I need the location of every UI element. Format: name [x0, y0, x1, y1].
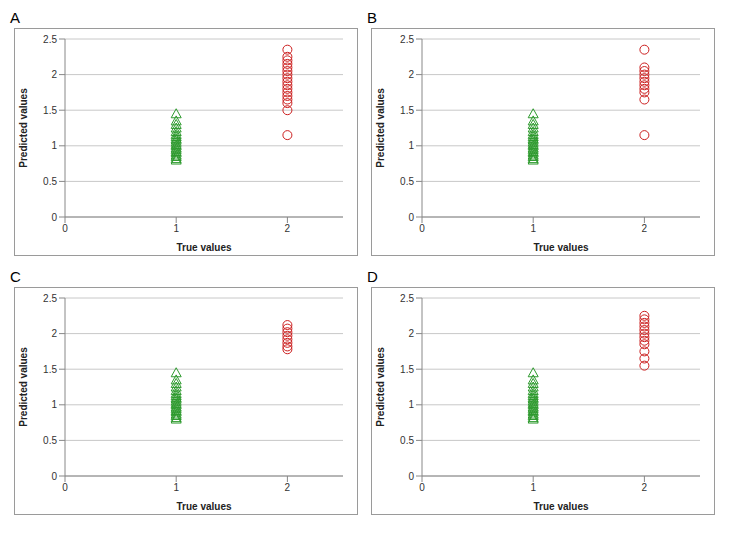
svg-text:True values: True values [176, 242, 231, 253]
svg-text:True values: True values [533, 501, 588, 512]
svg-text:0.5: 0.5 [43, 176, 57, 187]
html-text:C: C [10, 268, 21, 285]
svg-text:1: 1 [173, 482, 179, 493]
svg-text:0: 0 [419, 482, 425, 493]
svg-text:1: 1 [173, 223, 179, 234]
svg-text:0: 0 [419, 223, 425, 234]
html-text:A: A [10, 9, 20, 26]
svg-text:Predicted values: Predicted values [18, 88, 29, 168]
svg-text:1: 1 [530, 482, 536, 493]
svg-text:1: 1 [530, 223, 536, 234]
svg-text:Predicted values: Predicted values [375, 347, 386, 427]
svg-text:1.5: 1.5 [43, 105, 57, 116]
svg-text:0.5: 0.5 [400, 435, 414, 446]
svg-text:0: 0 [51, 471, 57, 482]
svg-text:0: 0 [408, 471, 414, 482]
html-text:D: D [367, 268, 378, 285]
svg-text:True values: True values [176, 501, 231, 512]
svg-text:2: 2 [285, 482, 291, 493]
svg-text:0: 0 [51, 212, 57, 223]
svg-text:1: 1 [408, 140, 414, 151]
svg-text:0: 0 [62, 482, 68, 493]
svg-text:2: 2 [408, 69, 414, 80]
svg-text:1.5: 1.5 [43, 364, 57, 375]
svg-text:2: 2 [642, 223, 648, 234]
svg-text:2: 2 [285, 223, 291, 234]
svg-text:2: 2 [51, 328, 57, 339]
html-text:B: B [367, 9, 377, 26]
svg-text:True values: True values [533, 242, 588, 253]
svg-text:0: 0 [62, 223, 68, 234]
svg-text:2.5: 2.5 [43, 34, 57, 45]
svg-text:Predicted values: Predicted values [18, 347, 29, 427]
svg-text:1: 1 [51, 399, 57, 410]
svg-text:2.5: 2.5 [400, 293, 414, 304]
svg-text:0.5: 0.5 [43, 435, 57, 446]
svg-text:2: 2 [51, 69, 57, 80]
svg-text:0: 0 [408, 212, 414, 223]
svg-text:2: 2 [642, 482, 648, 493]
svg-text:2.5: 2.5 [43, 293, 57, 304]
svg-text:0.5: 0.5 [400, 176, 414, 187]
svg-text:Predicted values: Predicted values [375, 88, 386, 168]
svg-text:1.5: 1.5 [400, 364, 414, 375]
svg-text:2.5: 2.5 [400, 34, 414, 45]
svg-text:2: 2 [408, 328, 414, 339]
svg-text:1: 1 [51, 140, 57, 151]
svg-text:1.5: 1.5 [400, 105, 414, 116]
svg-text:1: 1 [408, 399, 414, 410]
